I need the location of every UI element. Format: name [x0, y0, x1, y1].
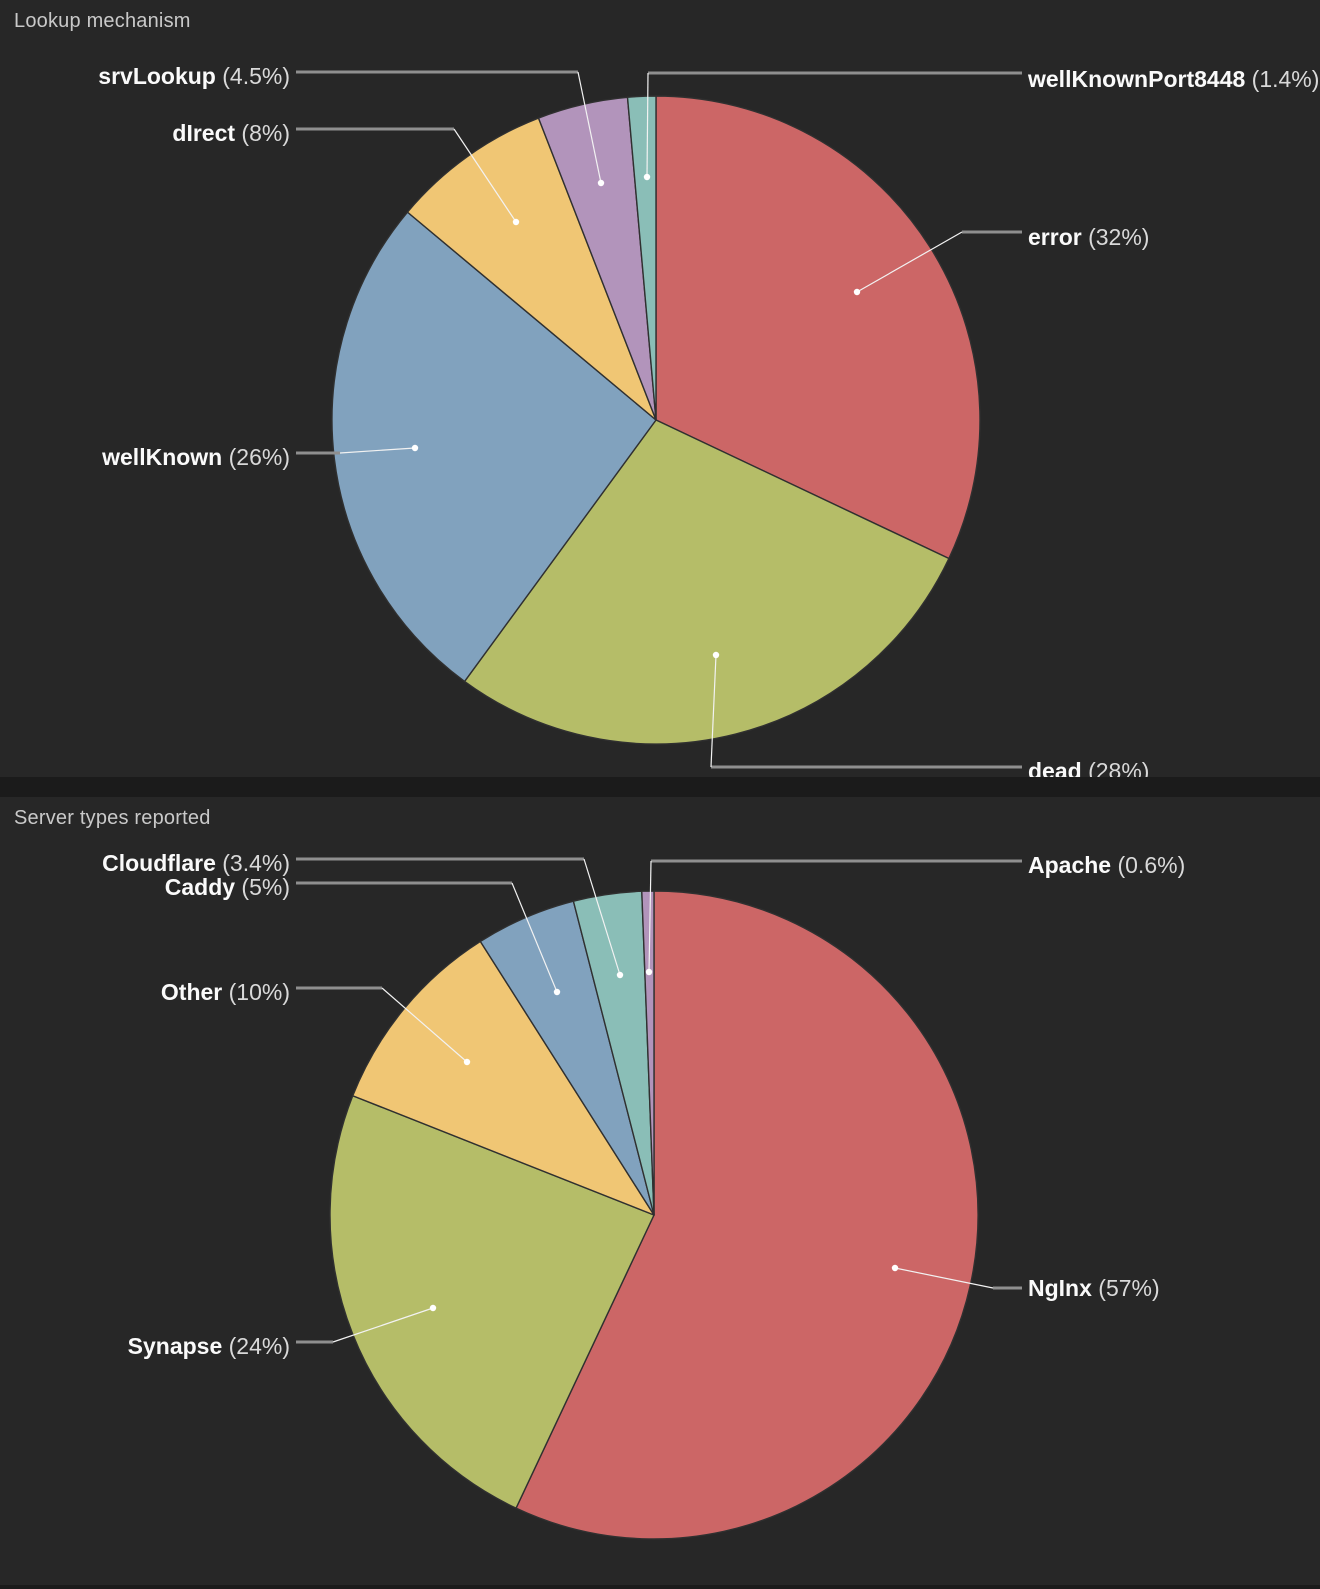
slice-label-Other: Other (10%): [161, 979, 290, 1005]
leader-dot-Synapse: [429, 1304, 437, 1312]
leader-diagonal-dIrect: [453, 128, 517, 223]
leader-dot-wellKnownPort8448: [643, 173, 651, 181]
server-types-pie-chart: NgInx (57%) Synapse (24%) Other (10%) Caddy…: [102, 850, 1185, 1540]
lookup-mechanism-pie-chart: error (32%) dead (28%) wellKnown (26%) dIre…: [98, 63, 1319, 777]
slice-label-srvLookup: srvLookup (4.5%): [98, 63, 290, 89]
pie-slice-Other[interactable]: [352, 940, 655, 1216]
pie-slice-NgInx[interactable]: [515, 890, 979, 1540]
leader-diagonal-Apache: [648, 860, 652, 973]
leader-diagonal-Cloudflare: [583, 858, 621, 976]
slice-label-wellKnownPort8448: wellKnownPort8448 (1.4%): [1027, 66, 1319, 92]
leader-diagonal-Other: [381, 987, 468, 1063]
leader-dot-wellKnown: [411, 444, 419, 452]
leader-dot-Other: [463, 1058, 471, 1066]
leader-dot-Caddy: [553, 988, 561, 996]
pie-slice-wellKnown[interactable]: [331, 211, 657, 683]
leader-dot-error: [853, 288, 861, 296]
pie-slice-dead[interactable]: [463, 419, 950, 745]
server-types-chart-panel: Server types reported NgInx (57%) Synapse…: [0, 797, 1320, 1585]
pie-slice-dIrect[interactable]: [406, 117, 657, 421]
leader-dot-Cloudflare: [616, 971, 624, 979]
slice-label-dead: dead (28%): [1028, 758, 1149, 777]
panel-divider: [0, 777, 1320, 797]
chart-title-server-types: Server types reported: [14, 807, 211, 829]
pie-slice-error[interactable]: [655, 95, 981, 560]
slice-label-error: error (32%): [1028, 224, 1149, 250]
lookup-mechanism-chart-panel: Lookup mechanism error (32%) dead (28%) we…: [0, 0, 1320, 777]
leader-diagonal-Caddy: [511, 882, 558, 993]
slice-label-wellKnown: wellKnown (26%): [101, 444, 290, 470]
slice-label-Apache: Apache (0.6%): [1028, 852, 1185, 878]
leader-diagonal-NgInx: [894, 1267, 994, 1289]
leader-dot-srvLookup: [597, 179, 605, 187]
slice-label-Cloudflare: Cloudflare (3.4%): [102, 850, 290, 876]
chart-title-lookup-mechanism: Lookup mechanism: [14, 10, 191, 32]
slice-label-Synapse: Synapse (24%): [128, 1333, 290, 1359]
leader-diagonal-Synapse: [332, 1307, 434, 1343]
leader-diagonal-error: [856, 231, 963, 293]
leader-diagonal-wellKnownPort8448: [646, 72, 649, 178]
leader-diagonal-dead: [710, 654, 717, 768]
leader-diagonal-wellKnown: [339, 447, 416, 454]
slice-label-dIrect: dIrect (8%): [172, 120, 290, 146]
slice-label-Caddy: Caddy (5%): [165, 874, 290, 900]
leader-dot-dead: [712, 651, 720, 659]
leader-dot-dIrect: [512, 218, 520, 226]
leader-dot-Apache: [645, 968, 653, 976]
slice-label-NgInx: NgInx (57%): [1028, 1275, 1160, 1301]
leader-dot-NgInx: [891, 1264, 899, 1272]
pie-slice-Synapse[interactable]: [329, 1095, 655, 1509]
leader-diagonal-srvLookup: [577, 71, 602, 184]
